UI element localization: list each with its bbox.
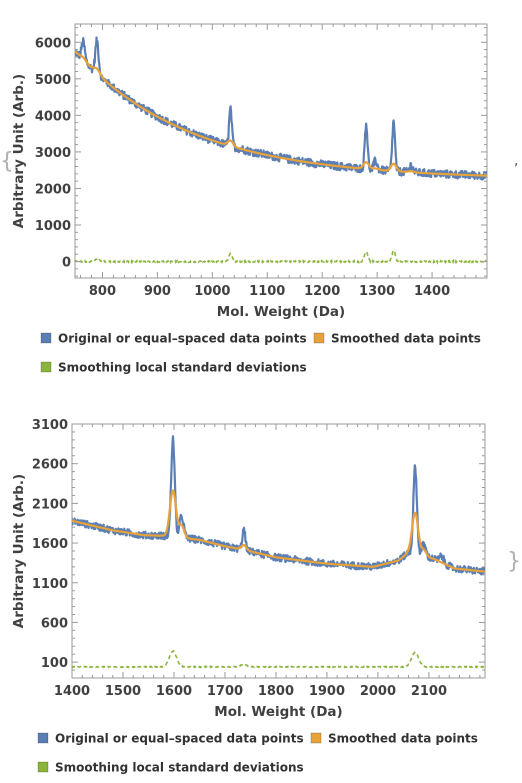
x-tick-label: 900 xyxy=(144,284,171,299)
x-tick-label: 1400 xyxy=(414,284,450,299)
open-brace: { xyxy=(0,149,14,174)
legend-label: Smoothed data points xyxy=(331,332,481,346)
y-tick-label: 2100 xyxy=(32,497,68,512)
y-tick-label: 5000 xyxy=(35,73,71,88)
legend-swatch xyxy=(40,361,52,373)
y-tick-label: 6000 xyxy=(35,36,71,51)
series-original-line xyxy=(75,36,487,181)
series-smoothed-line xyxy=(75,50,487,177)
plot-frame xyxy=(74,23,488,279)
y-tick-label: 2600 xyxy=(32,458,68,473)
x-tick-label: 1800 xyxy=(258,684,294,699)
plot-area xyxy=(72,435,485,669)
x-tick-label: 1900 xyxy=(309,684,345,699)
legend-label: Original or equal–spaced data points xyxy=(58,332,307,346)
x-tick-label: 800 xyxy=(89,284,116,299)
y-tick-label: 1000 xyxy=(35,219,71,234)
chart-1: 800 900 1000 1100 1200 1300 1400 0 1000 2000 3000 4… xyxy=(11,23,488,375)
y-axis-title: Arbitrary Unit (Arb.) xyxy=(11,74,27,228)
y-tick-label: 3100 xyxy=(32,418,68,433)
x-tick-label: 1500 xyxy=(105,684,141,699)
x-tick-label: 1200 xyxy=(304,284,340,299)
legend-label: Original or equal–spaced data points xyxy=(55,732,304,746)
x-tick-label: 1300 xyxy=(359,284,395,299)
legend-swatch xyxy=(310,732,322,744)
list-separator: , xyxy=(514,153,518,169)
legend-swatch xyxy=(37,761,49,773)
x-tick-label: 2000 xyxy=(360,684,396,699)
legend-swatch xyxy=(313,332,325,344)
close-brace: } xyxy=(507,549,521,574)
y-tick-label: 1600 xyxy=(32,537,68,552)
series-original-line xyxy=(72,435,485,576)
y-axis-title: Arbitrary Unit (Arb.) xyxy=(11,474,27,628)
x-tick-label: 1600 xyxy=(156,684,192,699)
plot-frame xyxy=(71,423,486,679)
x-tick-label: 1700 xyxy=(207,684,243,699)
legend-swatch xyxy=(40,332,52,344)
x-axis-title: Mol. Weight (Da) xyxy=(214,704,342,720)
y-tick-label: 3000 xyxy=(35,146,71,161)
x-axis-title: Mol. Weight (Da) xyxy=(217,304,345,320)
x-tick-label: 1100 xyxy=(249,284,285,299)
y-tick-label: 600 xyxy=(41,616,68,631)
legend: Original or equal–spaced data points Smoo… xyxy=(40,332,481,375)
y-tick-label: 4000 xyxy=(35,109,71,124)
plot-area xyxy=(75,36,487,265)
x-tick-label: 2100 xyxy=(411,684,447,699)
legend: Original or equal–spaced data points Smoo… xyxy=(37,732,478,775)
y-tick-label: 0 xyxy=(62,256,71,271)
legend-label: Smoothing local standard deviations xyxy=(58,361,307,375)
series-stddev-line xyxy=(72,649,485,669)
legend-label: Smoothing local standard deviations xyxy=(55,761,304,775)
y-tick-label: 2000 xyxy=(35,182,71,197)
y-tick-label: 100 xyxy=(41,656,68,671)
y-tick-label: 1100 xyxy=(32,577,68,592)
series-stddev-line xyxy=(75,249,487,265)
x-tick-label: 1000 xyxy=(194,284,230,299)
series-smoothed-line xyxy=(72,488,485,573)
legend-swatch xyxy=(37,732,49,744)
chart-2: 1400 1500 1600 1700 1800 1900 2000 2100 100 600 11… xyxy=(11,418,486,775)
x-tick-label: 1400 xyxy=(54,684,90,699)
legend-label: Smoothed data points xyxy=(328,732,478,746)
